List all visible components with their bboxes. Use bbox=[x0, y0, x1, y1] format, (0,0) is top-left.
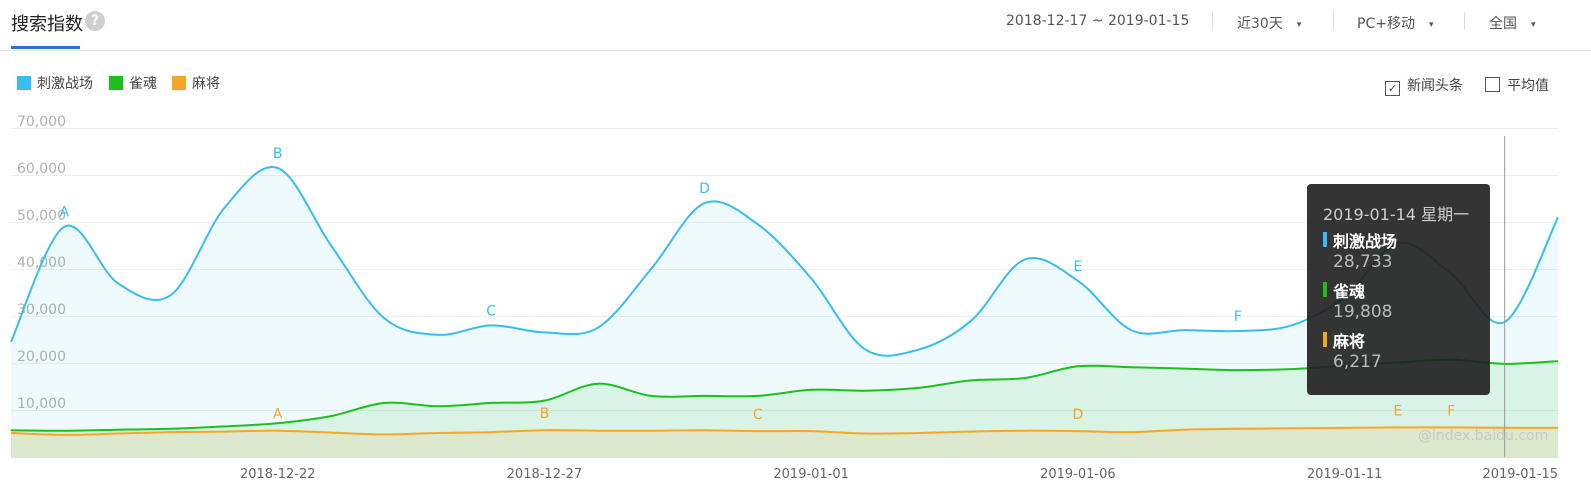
divider bbox=[1464, 12, 1465, 30]
device-value: PC+移动 bbox=[1357, 16, 1415, 32]
tooltip-series-name: 刺激战场 bbox=[1333, 232, 1398, 251]
news-checkbox[interactable]: ✓ 新闻头条 bbox=[1385, 75, 1463, 96]
legend-item-0[interactable]: 刺激战场 bbox=[17, 73, 93, 93]
tooltip-color-marker bbox=[1323, 232, 1327, 247]
device-select[interactable]: PC+移动 ▾ bbox=[1357, 13, 1433, 33]
divider bbox=[1212, 12, 1213, 30]
news-annotation-label[interactable]: A bbox=[273, 407, 283, 423]
period-select[interactable]: 近30天 ▾ bbox=[1237, 13, 1301, 33]
caret-down-icon: ▾ bbox=[1428, 20, 1434, 30]
news-annotation-label[interactable]: F bbox=[1447, 403, 1455, 419]
legend-label: 雀魂 bbox=[129, 76, 157, 92]
active-tab-underline bbox=[11, 46, 80, 49]
x-tick-label: 2019-01-06 bbox=[1040, 467, 1116, 482]
date-range-picker[interactable]: 2018-12-17 ~ 2019-01-15 bbox=[1006, 13, 1189, 29]
legend-swatch bbox=[109, 76, 123, 90]
caret-down-icon: ▾ bbox=[1531, 20, 1536, 30]
region-value: 全国 bbox=[1489, 16, 1517, 32]
news-annotation-label[interactable]: E bbox=[1394, 403, 1403, 419]
news-annotation-label[interactable]: B bbox=[540, 406, 550, 422]
region-select[interactable]: 全国 ▾ bbox=[1489, 13, 1536, 33]
tooltip-series-name: 麻将 bbox=[1333, 332, 1366, 351]
x-tick-label: 2018-12-22 bbox=[240, 467, 316, 482]
y-tick-label: 60,000 bbox=[17, 161, 66, 177]
tooltip-color-marker bbox=[1323, 332, 1327, 347]
x-tick-label: 2019-01-01 bbox=[773, 467, 849, 482]
checkbox-unchecked-icon bbox=[1485, 77, 1500, 92]
average-checkbox-label: 平均值 bbox=[1507, 78, 1549, 94]
legend-label: 麻将 bbox=[192, 76, 220, 92]
news-annotation-label[interactable]: B bbox=[273, 146, 283, 162]
news-checkbox-label: 新闻头条 bbox=[1407, 78, 1463, 94]
series-line-2[interactable] bbox=[10, 426, 1559, 436]
x-tick-label: 2018-12-27 bbox=[507, 467, 583, 482]
header-bar: 搜索指数 ? 2018-12-17 ~ 2019-01-15 近30天 ▾ PC+… bbox=[0, 0, 1591, 51]
date-range-value: 2018-12-17 ~ 2019-01-15 bbox=[1006, 13, 1190, 29]
tooltip-series-value: 19,808 bbox=[1333, 302, 1393, 322]
y-tick-label: 50,000 bbox=[17, 208, 66, 224]
y-tick-label: 70,000 bbox=[17, 114, 66, 130]
news-annotation-label[interactable]: E bbox=[1073, 259, 1082, 275]
tooltip-series-name: 雀魂 bbox=[1333, 282, 1366, 301]
news-annotation-label[interactable]: D bbox=[1073, 407, 1084, 423]
caret-down-icon: ▾ bbox=[1296, 20, 1302, 30]
average-checkbox[interactable]: 平均值 bbox=[1485, 75, 1549, 95]
tooltip-series-value: 28,733 bbox=[1333, 252, 1393, 272]
news-annotation-label[interactable]: C bbox=[753, 407, 763, 423]
series-area-0 bbox=[11, 166, 1558, 457]
y-tick-label: 20,000 bbox=[17, 349, 66, 365]
divider bbox=[1333, 12, 1334, 30]
checkbox-checked-icon: ✓ bbox=[1385, 81, 1400, 96]
tooltip-series-value: 6,217 bbox=[1333, 352, 1382, 372]
legend-item-2[interactable]: 麻将 bbox=[172, 73, 220, 93]
tooltip-color-marker bbox=[1323, 282, 1327, 297]
y-tick-label: 10,000 bbox=[17, 396, 66, 412]
series-line-1[interactable] bbox=[10, 358, 1559, 432]
legend-item-1[interactable]: 雀魂 bbox=[109, 73, 157, 93]
period-value: 近30天 bbox=[1237, 16, 1283, 32]
page-title[interactable]: 搜索指数 bbox=[11, 14, 83, 35]
news-annotation-label[interactable]: F bbox=[1234, 309, 1242, 325]
y-tick-label: 30,000 bbox=[17, 302, 66, 318]
legend-swatch bbox=[17, 76, 31, 90]
legend-swatch bbox=[172, 76, 186, 90]
chart-tooltip: 2019-01-14 星期一 刺激战场 28,733 雀魂 19,808 麻将 … bbox=[1307, 184, 1490, 395]
news-annotation-label[interactable]: C bbox=[486, 303, 496, 319]
x-tick-label: 2019-01-15 bbox=[1482, 467, 1558, 482]
x-tick-label: 2019-01-11 bbox=[1307, 467, 1383, 482]
help-icon[interactable]: ? bbox=[85, 11, 105, 31]
watermark: @index.baidu.com bbox=[1418, 428, 1549, 444]
tooltip-date: 2019-01-14 星期一 bbox=[1323, 205, 1470, 224]
legend-label: 刺激战场 bbox=[37, 76, 93, 92]
news-annotation-label[interactable]: D bbox=[699, 181, 710, 197]
news-annotation-label[interactable]: A bbox=[60, 205, 70, 221]
series-area-1 bbox=[11, 359, 1558, 457]
